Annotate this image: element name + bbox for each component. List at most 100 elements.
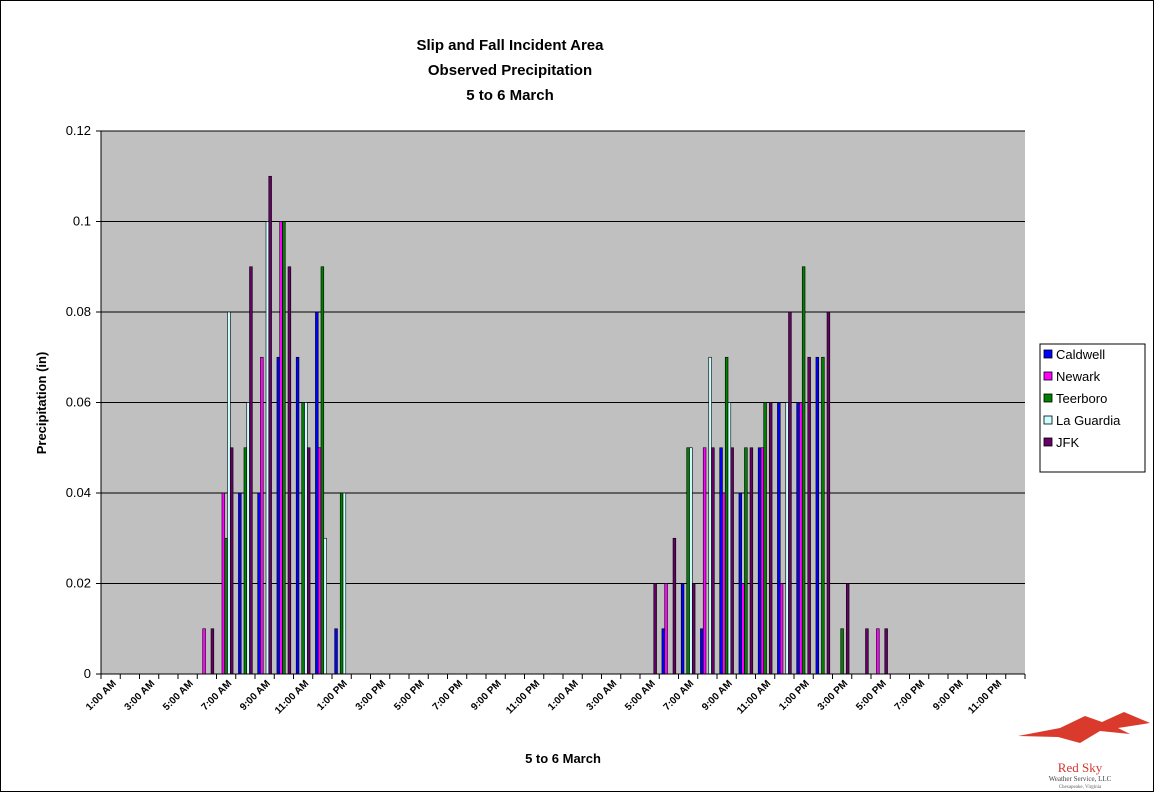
- bar-newark: [741, 583, 745, 675]
- bar-teerboro: [339, 492, 344, 675]
- bar-jfk: [653, 583, 657, 675]
- chart-title: Slip and Fall Incident Area Observed Pre…: [417, 37, 605, 104]
- bar-la-guardia: [246, 402, 250, 675]
- bar-caldwell: [680, 583, 685, 675]
- legend-swatch-caldwell: [1043, 349, 1053, 359]
- x-tick-label: 1:00 PM: [777, 678, 812, 713]
- bar-la-guardia: [708, 356, 712, 675]
- x-tick-label: 11:00 PM: [504, 678, 542, 716]
- bar-newark: [876, 628, 880, 675]
- x-tick-label: 11:00 AM: [735, 678, 773, 716]
- legend-label-la-guardia: La Guardia: [1056, 413, 1121, 428]
- x-tick-label: 1:00 AM: [546, 678, 581, 713]
- legend-swatch-jfk: [1043, 437, 1053, 447]
- bar-newark: [279, 221, 283, 675]
- bar-la-guardia: [689, 447, 693, 675]
- bar-teerboro: [744, 447, 748, 675]
- bar-jfk: [306, 447, 311, 675]
- bar-teerboro: [243, 447, 248, 675]
- y-tick-label: 0.08: [66, 304, 91, 319]
- x-tick-label: 7:00 AM: [662, 678, 697, 713]
- bar-caldwell: [757, 447, 762, 675]
- bar-teerboro: [282, 221, 286, 675]
- legend-swatch-newark: [1043, 371, 1053, 381]
- chart-title-line-1: Slip and Fall Incident Area: [417, 37, 605, 54]
- x-tick-label: 9:00 AM: [238, 678, 273, 713]
- x-tick-label: 5:00 PM: [392, 678, 427, 713]
- bar-newark: [221, 492, 226, 675]
- bar-la-guardia: [727, 402, 732, 675]
- bar-jfk: [268, 175, 272, 675]
- x-tick-label: 11:00 PM: [966, 678, 1004, 716]
- logo-name: Red Sky: [1058, 760, 1103, 775]
- y-tick-labels: 0 0.02 0.04 0.06 0.08 0.1 0.12: [66, 123, 101, 681]
- bar-teerboro: [821, 356, 825, 675]
- bar-jfk: [807, 356, 811, 675]
- bar-newark: [722, 492, 726, 675]
- x-tick-label: 9:00 AM: [700, 678, 735, 713]
- bar-caldwell: [777, 402, 781, 675]
- bar-teerboro: [686, 447, 690, 675]
- bar-caldwell: [315, 311, 319, 675]
- bar-la-guardia: [227, 311, 231, 675]
- bar-jfk: [845, 583, 850, 675]
- bar-jfk: [788, 311, 792, 675]
- x-tick-label: 5:00 PM: [854, 678, 889, 713]
- bar-caldwell: [295, 356, 300, 675]
- red-sky-logo: Red Sky Weather Service, LLC Chesapeake,…: [1018, 712, 1150, 790]
- legend: Caldwell Newark Teerboro La Guardia JFK: [1039, 343, 1146, 473]
- x-tick-label: 7:00 PM: [893, 678, 928, 713]
- bar-la-guardia: [342, 492, 347, 675]
- bar-teerboro: [320, 266, 325, 675]
- bar-jfk: [884, 628, 888, 675]
- x-tick-labels: 1:00 AM 3:00 AM 5:00 AM 7:00 AM 9:00 AM 11:00…: [84, 674, 1026, 717]
- bar-newark: [799, 402, 803, 675]
- y-tick-label: 0.1: [73, 214, 91, 229]
- bar-jfk: [768, 402, 773, 675]
- bar-jfk: [826, 311, 831, 675]
- bar-caldwell: [238, 492, 242, 675]
- x-tick-label: 3:00 PM: [354, 678, 389, 713]
- y-tick-label: 0.02: [66, 576, 91, 591]
- legend-label-caldwell: Caldwell: [1056, 347, 1105, 362]
- bar-caldwell: [257, 492, 261, 675]
- bar-jfk: [229, 447, 234, 675]
- bar-teerboro: [763, 402, 767, 675]
- bar-la-guardia: [304, 402, 308, 675]
- bar-teerboro: [724, 356, 729, 675]
- bar-newark: [664, 583, 668, 675]
- bar-caldwell: [738, 492, 743, 675]
- bar-newark: [202, 628, 206, 675]
- y-tick-label: 0.12: [66, 123, 91, 138]
- x-tick-label: 3:00 PM: [816, 678, 851, 713]
- x-tick-label: 1:00 PM: [315, 678, 350, 713]
- legend-box: [1039, 343, 1146, 473]
- x-tick-label: 11:00 AM: [273, 678, 311, 716]
- bar-jfk: [691, 583, 696, 675]
- logo-line-2: Chesapeake, Virginia: [1059, 785, 1102, 790]
- legend-label-jfk: JFK: [1056, 435, 1079, 450]
- bar-caldwell: [700, 628, 704, 675]
- x-axis-title: 5 to 6 March: [525, 751, 601, 766]
- bar-la-guardia: [323, 537, 327, 675]
- bar-teerboro: [301, 402, 305, 675]
- bar-teerboro: [801, 266, 806, 675]
- bar-newark: [260, 356, 264, 675]
- legend-label-newark: Newark: [1056, 369, 1101, 384]
- x-tick-label: 3:00 AM: [585, 678, 620, 713]
- bar-caldwell: [719, 447, 723, 675]
- bar-newark: [702, 447, 707, 675]
- x-tick-label: 7:00 AM: [200, 678, 235, 713]
- chart-title-line-3: 5 to 6 March: [466, 87, 554, 104]
- chart-title-line-2: Observed Precipitation: [428, 62, 592, 79]
- bar-jfk: [711, 447, 715, 675]
- bar-jfk: [249, 266, 253, 675]
- bar-newark: [760, 447, 765, 675]
- bar-jfk: [672, 537, 677, 675]
- x-tick-label: 9:00 PM: [931, 678, 966, 713]
- y-tick-label: 0.04: [66, 485, 91, 500]
- x-tick-label: 7:00 PM: [431, 678, 466, 713]
- x-tick-label: 3:00 AM: [123, 678, 158, 713]
- bar-newark: [779, 583, 784, 675]
